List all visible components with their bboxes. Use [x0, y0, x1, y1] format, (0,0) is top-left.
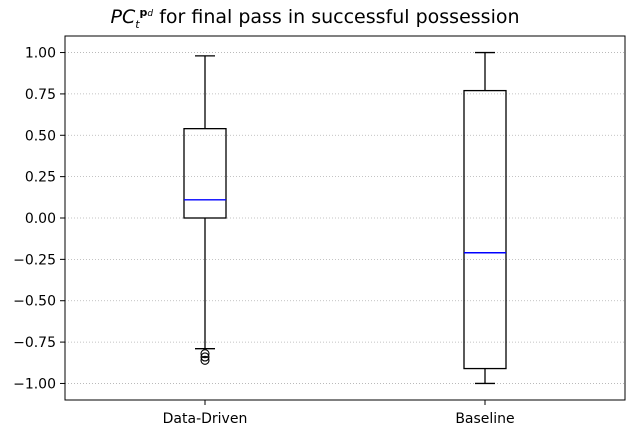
chart-title: PCtpd for final pass in successful posse… — [0, 5, 630, 31]
y-tick-label: −0.75 — [13, 335, 56, 351]
y-tick-label: 0.00 — [25, 211, 56, 227]
title-symbol: PC — [110, 6, 136, 28]
outlier-point — [200, 355, 210, 365]
y-tick-label: 0.25 — [25, 170, 56, 186]
box-0 — [183, 128, 227, 219]
y-tick-label: 0.75 — [25, 87, 56, 103]
outlier-point — [200, 352, 210, 362]
title-superscript: p — [139, 5, 148, 19]
outlier-point — [200, 349, 210, 359]
y-tick-label: −0.50 — [13, 294, 56, 310]
y-tick-label: 1.00 — [25, 46, 56, 62]
x-tick-label: Data-Driven — [163, 411, 248, 426]
title-superscript-2: d — [147, 8, 154, 19]
x-tick-label: Baseline — [455, 411, 514, 426]
y-tick-label: −0.25 — [13, 252, 56, 268]
title-text: for final pass in successful possession — [159, 6, 520, 28]
y-tick-label: 0.50 — [25, 128, 56, 144]
title-subscript: t — [135, 17, 140, 31]
box-1 — [463, 89, 507, 370]
y-tick-label: −1.00 — [13, 376, 56, 392]
